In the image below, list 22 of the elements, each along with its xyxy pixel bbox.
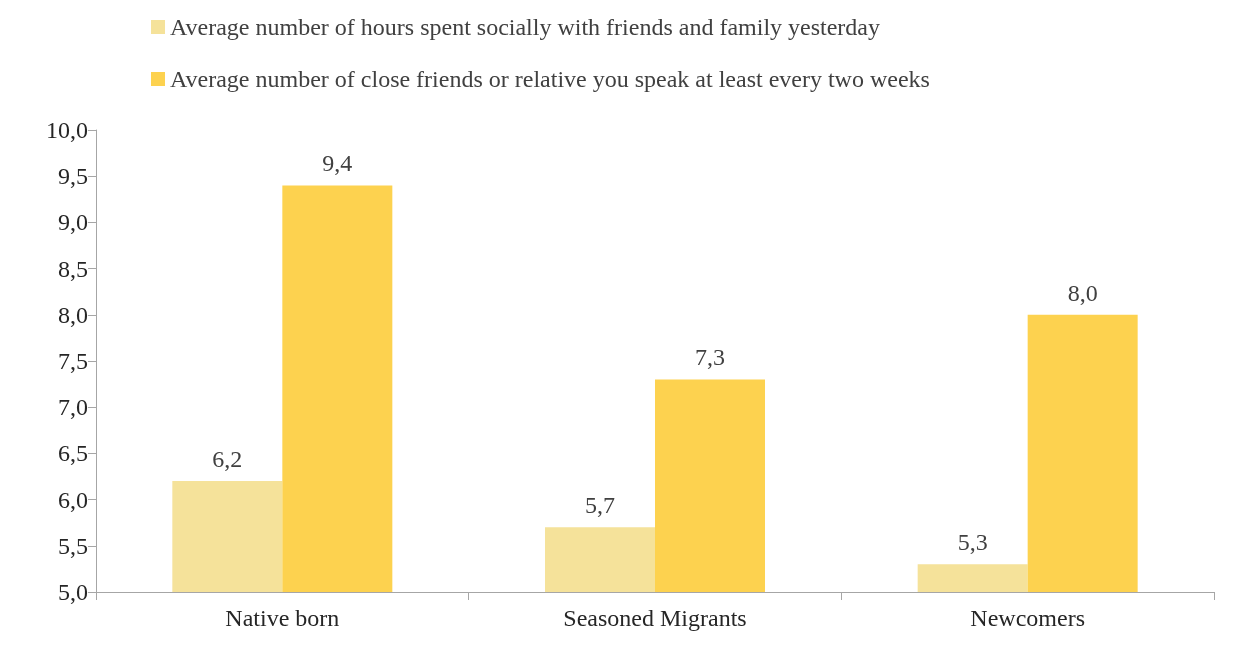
y-tick-label: 7,0 xyxy=(58,394,88,421)
y-tick-label: 6,5 xyxy=(58,440,88,467)
y-tick-label: 5,5 xyxy=(58,532,88,559)
y-tick-label: 8,0 xyxy=(58,301,88,328)
data-label: 9,4 xyxy=(322,150,353,177)
data-label: 7,3 xyxy=(695,344,725,371)
legend-label: Average number of hours spent socially with friends and family yesterday xyxy=(170,14,881,40)
y-tick-label: 7,5 xyxy=(58,348,88,374)
data-label: 8,0 xyxy=(1067,279,1098,306)
y-tick-label: 8,5 xyxy=(58,255,88,282)
legend-label: Average number of close friends or relative you speak at least every two weeks xyxy=(170,66,930,92)
data-label: 5,3 xyxy=(957,529,988,556)
y-tick-label: 6,0 xyxy=(58,486,88,513)
data-label: 5,7 xyxy=(585,492,615,519)
y-tick-label: 10,0 xyxy=(46,117,88,143)
y-tick-label: 9,5 xyxy=(58,163,88,190)
y-tick-label: 5,0 xyxy=(58,579,88,605)
x-tick-label: Seasoned Migrants xyxy=(563,605,747,631)
x-tick-label: Native born xyxy=(225,605,340,631)
x-tick-label: Newcomers xyxy=(970,605,1085,631)
data-label: 6,2 xyxy=(212,446,243,473)
y-tick-label: 9,0 xyxy=(58,209,88,236)
